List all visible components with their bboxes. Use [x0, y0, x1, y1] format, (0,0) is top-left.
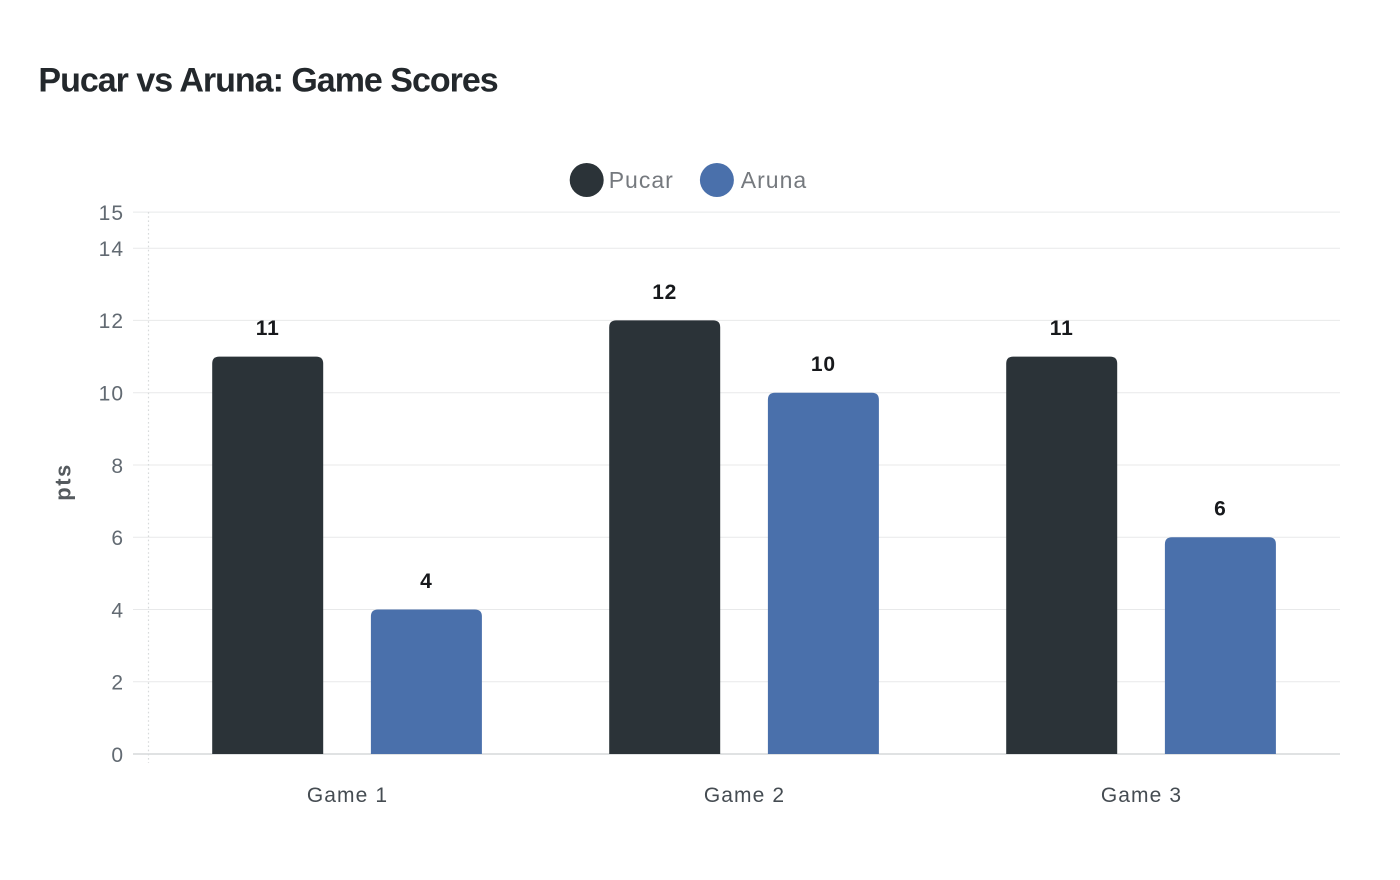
svg-text:10: 10 — [99, 383, 124, 406]
svg-text:2: 2 — [111, 672, 124, 695]
svg-text:11: 11 — [1050, 317, 1074, 340]
svg-text:4: 4 — [111, 599, 124, 622]
svg-text:pts: pts — [51, 463, 76, 501]
svg-text:Game 2: Game 2 — [704, 784, 785, 807]
svg-text:6: 6 — [1214, 498, 1226, 521]
svg-text:Aruna: Aruna — [741, 167, 807, 193]
svg-text:Game 3: Game 3 — [1101, 784, 1182, 807]
svg-text:Pucar vs Aruna: Game Scores: Pucar vs Aruna: Game Scores — [38, 62, 497, 100]
svg-text:14: 14 — [99, 238, 124, 261]
svg-text:Pucar: Pucar — [609, 167, 674, 193]
svg-text:6: 6 — [111, 527, 124, 550]
svg-text:12: 12 — [652, 281, 677, 304]
svg-text:12: 12 — [99, 310, 124, 333]
svg-text:11: 11 — [256, 317, 280, 340]
svg-text:10: 10 — [811, 353, 836, 376]
svg-text:Game 1: Game 1 — [307, 784, 388, 807]
svg-text:15: 15 — [99, 202, 124, 225]
svg-text:8: 8 — [111, 455, 124, 478]
svg-text:0: 0 — [111, 744, 124, 767]
svg-text:4: 4 — [420, 570, 432, 593]
